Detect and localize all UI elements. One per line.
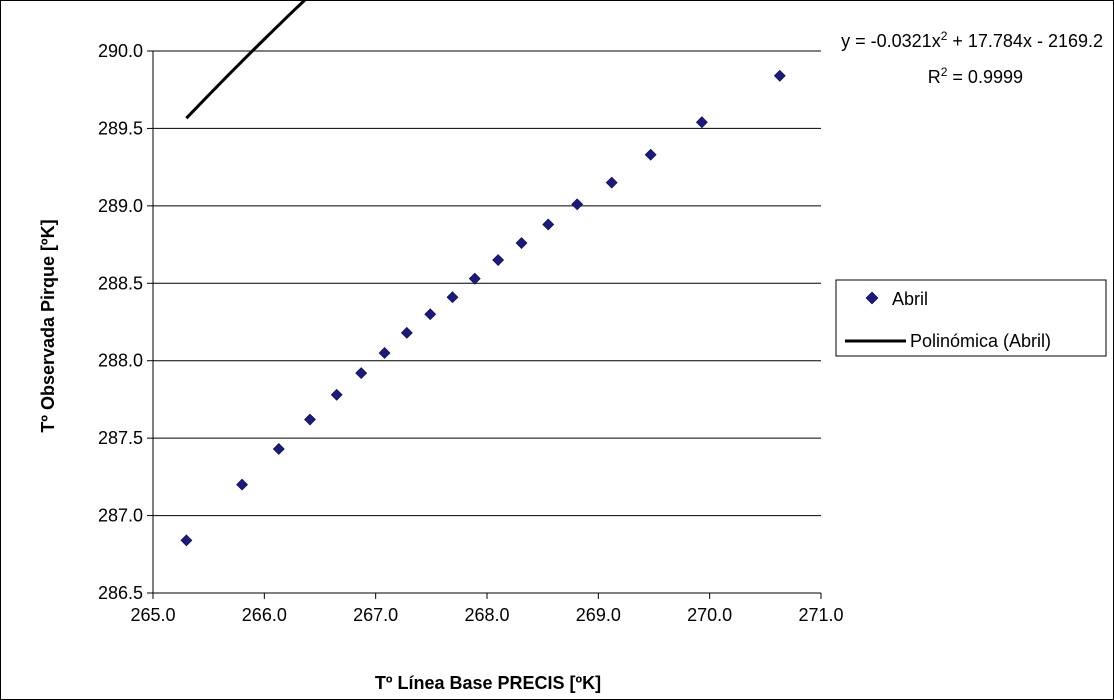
- data-point-abril: [773, 69, 786, 82]
- plot-area: [180, 1, 786, 547]
- data-point-abril: [605, 176, 618, 189]
- x-tick-label: 266.0: [242, 605, 287, 625]
- data-point-abril: [446, 291, 459, 304]
- gridlines: [153, 50, 821, 517]
- y-tick-label: 287.0: [98, 506, 143, 526]
- x-tick-label: 270.0: [687, 605, 732, 625]
- legend-label-abril: Abril: [892, 289, 928, 309]
- equation-suffix: + 17.784x - 2169.2: [947, 31, 1103, 51]
- data-point-abril: [468, 272, 481, 285]
- data-point-abril: [695, 116, 708, 129]
- data-point-abril: [330, 388, 343, 401]
- y-tick-label: 286.5: [98, 583, 143, 603]
- y-axis-title: Tº Observada Pirque [ºK]: [38, 219, 58, 432]
- data-point-abril: [571, 198, 584, 211]
- y-tick-label: 288.5: [98, 273, 143, 293]
- data-point-abril: [378, 347, 391, 359]
- data-point-abril: [272, 443, 285, 455]
- data-point-abril: [542, 218, 555, 231]
- data-point-abril: [180, 534, 193, 547]
- legend-diamond-icon: [865, 291, 879, 305]
- data-point-abril: [236, 478, 248, 491]
- legend-label-polinomica: Polinómica (Abril): [910, 331, 1051, 351]
- data-point-abril: [492, 254, 505, 266]
- equation-exponent: 2: [941, 29, 948, 43]
- trendline-equation: y = -0.0321x2 + 17.784x - 2169.2: [841, 29, 1103, 51]
- data-point-abril: [355, 367, 368, 380]
- data-point-abril: [644, 148, 657, 161]
- data-point-abril: [304, 413, 316, 426]
- y-tick-label: 290.0: [98, 41, 143, 61]
- x-axis-title: Tº Línea Base PRECIS [ºK]: [375, 673, 601, 693]
- equation-prefix: y = -0.0321x: [841, 31, 941, 51]
- r2-exponent: 2: [941, 65, 948, 79]
- y-tick-label: 288.0: [98, 351, 143, 371]
- x-tick-label: 271.0: [798, 605, 843, 625]
- r-squared-label: R2 = 0.9999: [928, 65, 1023, 87]
- trendline-polinomica-abril: [185, 1, 306, 120]
- data-point-abril: [424, 308, 437, 321]
- y-tick-label: 289.0: [98, 196, 143, 216]
- r2-prefix: R: [928, 67, 941, 87]
- y-tick-label: 289.5: [98, 118, 143, 138]
- x-tick-label: 269.0: [576, 605, 621, 625]
- data-point-abril: [400, 326, 413, 339]
- y-tick-label: 287.5: [98, 428, 143, 448]
- data-point-abril: [515, 237, 528, 249]
- legend-box: [835, 279, 1107, 357]
- axes: 286.5 287.0 287.5 288.0 288.5 289.0 289.5 290.0…: [98, 41, 844, 625]
- legend: Abril Polinómica (Abril): [835, 279, 1107, 357]
- r2-suffix: = 0.9999: [947, 67, 1023, 87]
- x-tick-label: 268.0: [464, 605, 509, 625]
- x-tick-label: 265.0: [130, 605, 175, 625]
- x-tick-label: 267.0: [353, 605, 398, 625]
